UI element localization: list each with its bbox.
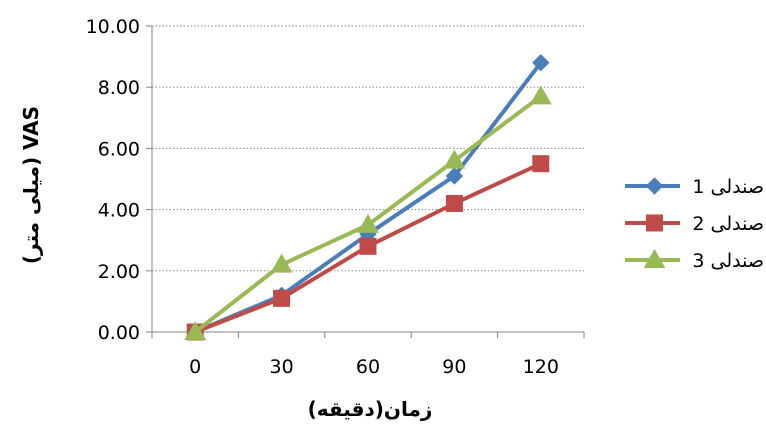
- data-point-triangle: [443, 149, 466, 169]
- series-3: [184, 85, 552, 340]
- x-tick-label: 120: [523, 356, 559, 378]
- data-point-triangle: [529, 85, 552, 105]
- x-axis-title: زمان(دقیقه): [308, 397, 433, 421]
- data-point-diamond: [445, 167, 464, 185]
- data-point-triangle: [357, 213, 379, 233]
- y-tick-label: 6.00: [98, 138, 140, 160]
- series-2: [186, 155, 550, 341]
- y-tick-label: 8.00: [98, 77, 140, 99]
- legend-item: صندلی 1: [625, 176, 764, 198]
- legend-label: صندلی 2: [692, 213, 764, 235]
- y-axis-title: VAS (میلی متر): [19, 106, 43, 264]
- data-point-diamond: [532, 54, 550, 72]
- series-group: [184, 54, 552, 341]
- y-tick-label: 0.00: [98, 322, 140, 344]
- axes: 0.00 2.00 4.00 6.00 8.00 10.00 0 30 60 90 120: [86, 16, 585, 378]
- x-tick-label: 60: [356, 356, 380, 378]
- x-tick-label: 30: [270, 356, 294, 378]
- x-tick-label: 0: [189, 356, 201, 378]
- legend-item: صندلی 2: [625, 213, 764, 235]
- legend-label: صندلی 1: [692, 176, 764, 198]
- legend-marker-triangle: [643, 248, 666, 268]
- y-tick-label: 2.00: [98, 261, 140, 283]
- data-point-triangle: [184, 320, 207, 340]
- data-point-square: [445, 194, 463, 212]
- legend: صندلی 1 صندلی 2 صندلی 3: [625, 176, 764, 272]
- data-point-square: [532, 155, 550, 173]
- x-tick-label: 90: [442, 356, 466, 378]
- y-tick-label: 4.00: [98, 200, 140, 222]
- data-point-square: [359, 237, 377, 255]
- legend-marker-square: [646, 214, 663, 232]
- data-point-square: [273, 289, 291, 307]
- data-point-triangle: [270, 253, 293, 273]
- legend-item: صندلی 3: [625, 248, 764, 272]
- y-tick-label: 10.00: [86, 16, 140, 38]
- legend-marker-diamond: [645, 177, 664, 195]
- legend-label: صندلی 3: [692, 250, 764, 272]
